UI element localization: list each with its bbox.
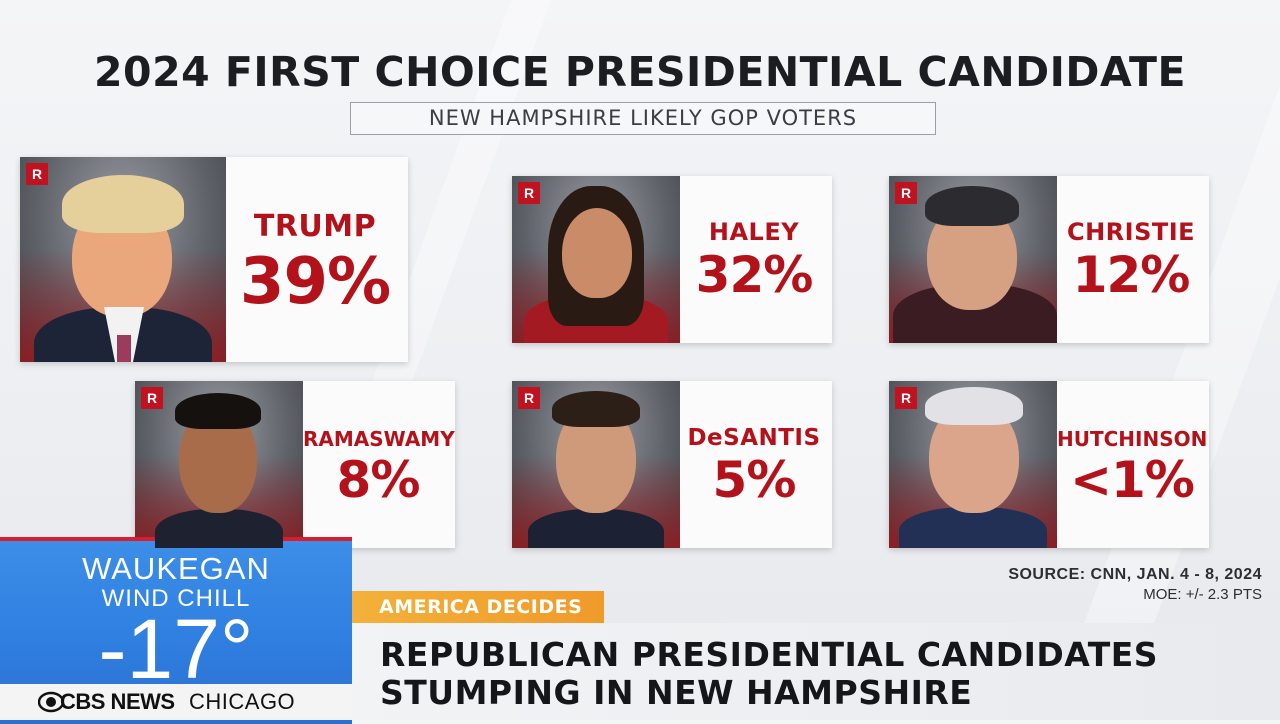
weather-label: WIND CHILL — [101, 585, 251, 612]
weather-temp: -17° — [98, 602, 254, 696]
candidate-card-trump: R TRUMP 39% — [20, 157, 408, 362]
network-name: CBS NEWS — [60, 689, 175, 714]
headline-line-2: STUMPING IN NEW HAMPSHIRE — [380, 673, 973, 712]
candidate-percent: 32% — [695, 246, 814, 304]
party-badge: R — [141, 387, 163, 409]
headline-line-1: REPUBLICAN PRESIDENTIAL CANDIDATES — [380, 635, 1159, 674]
candidate-name: CHRISTIE — [1066, 218, 1196, 246]
party-badge: R — [518, 387, 540, 409]
poll-source: SOURCE: CNN, JAN. 4 - 8, 2024 MOE: +/- 2… — [1008, 566, 1262, 603]
candidate-percent: <1% — [1070, 451, 1195, 509]
segment-tag: AMERICA DECIDES — [352, 591, 604, 623]
candidate-card-haley: R HALEY 32% — [512, 176, 832, 343]
source-line: SOURCE: CNN, JAN. 4 - 8, 2024 — [1008, 566, 1262, 583]
graphic-subtitle: NEW HAMPSHIRE LIKELY GOP VOTERS — [350, 102, 936, 135]
candidate-photo — [512, 176, 680, 343]
candidate-card-christie: R CHRISTIE 12% — [889, 176, 1209, 343]
margin-of-error: MOE: +/- 2.3 PTS — [1143, 586, 1262, 603]
candidate-photo — [20, 157, 226, 362]
candidate-photo — [889, 176, 1057, 343]
candidate-photo — [512, 381, 680, 548]
candidate-card-hutchinson: R HUTCHINSON <1% — [889, 381, 1209, 548]
candidate-card-desantis: R DeSANTIS 5% — [512, 381, 832, 548]
candidate-card-ramaswamy: R RAMASWAMY 8% — [135, 381, 455, 548]
candidate-percent: 12% — [1072, 246, 1191, 304]
headline-bar: REPUBLICAN PRESIDENTIAL CANDIDATES STUMP… — [352, 623, 1280, 720]
candidate-name: HALEY — [708, 218, 800, 246]
candidate-name: HUTCHINSON — [1057, 427, 1208, 451]
network-brand-bar: CBS NEWS CHICAGO — [0, 684, 352, 720]
candidate-name: TRUMP — [253, 209, 377, 244]
cbs-eye-icon — [38, 691, 64, 713]
party-badge: R — [518, 182, 540, 204]
candidate-percent: 39% — [239, 245, 391, 319]
station-name: CHICAGO — [189, 689, 296, 714]
party-badge: R — [895, 182, 917, 204]
candidate-photo — [135, 381, 303, 548]
party-badge: R — [26, 163, 48, 185]
candidate-percent: 5% — [712, 451, 797, 509]
candidate-photo — [889, 381, 1057, 548]
candidate-name: DeSANTIS — [687, 425, 821, 451]
candidate-percent: 8% — [336, 451, 421, 509]
candidate-name: RAMASWAMY — [303, 427, 455, 451]
weather-city: WAUKEGAN — [82, 551, 270, 586]
party-badge: R — [895, 387, 917, 409]
graphic-title: 2024 FIRST CHOICE PRESIDENTIAL CANDIDATE — [94, 48, 1186, 96]
